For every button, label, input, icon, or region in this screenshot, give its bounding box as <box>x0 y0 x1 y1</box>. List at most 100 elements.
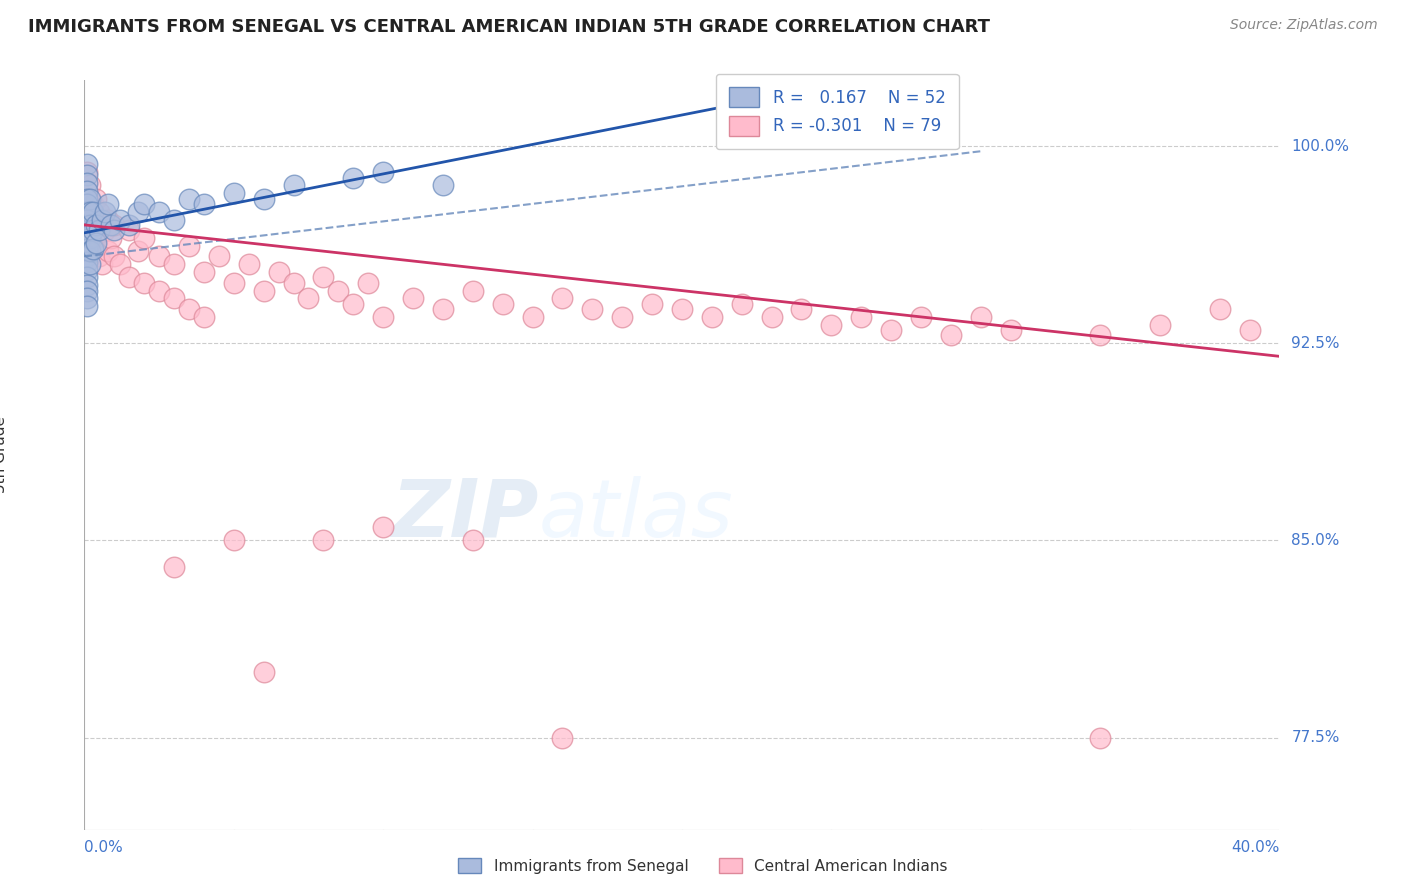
Point <box>127 204 149 219</box>
Point <box>103 218 125 232</box>
Point <box>312 533 335 548</box>
Point <box>76 165 98 179</box>
Point <box>82 223 104 237</box>
Point <box>880 323 903 337</box>
Text: 92.5%: 92.5% <box>1292 335 1340 351</box>
Point <box>148 204 170 219</box>
Point <box>700 310 723 324</box>
Point <box>97 244 120 259</box>
Text: 5th Grade: 5th Grade <box>0 417 8 493</box>
Point <box>79 244 101 259</box>
Point <box>163 559 186 574</box>
Point <box>86 192 108 206</box>
Point <box>193 265 215 279</box>
Legend: R =   0.167    N = 52, R = -0.301    N = 79: R = 0.167 N = 52, R = -0.301 N = 79 <box>716 74 959 149</box>
Point <box>76 299 98 313</box>
Point <box>177 301 200 316</box>
Point <box>76 220 98 235</box>
Point <box>110 257 132 271</box>
Point <box>103 223 125 237</box>
Point <box>132 197 156 211</box>
Point <box>110 212 132 227</box>
Point <box>82 204 104 219</box>
Point <box>97 197 120 211</box>
Point <box>76 234 98 248</box>
Point <box>76 249 98 263</box>
Point <box>76 204 98 219</box>
Point <box>373 520 395 534</box>
Point <box>132 231 156 245</box>
Point <box>461 284 484 298</box>
Point <box>86 236 108 251</box>
Point <box>79 204 101 219</box>
Point <box>127 244 149 259</box>
Point <box>492 297 515 311</box>
Point <box>267 265 290 279</box>
Point <box>97 212 120 227</box>
Point <box>177 192 200 206</box>
Point <box>91 212 114 227</box>
Point <box>91 218 114 232</box>
Point <box>148 249 170 263</box>
Point <box>208 249 231 263</box>
Point <box>76 184 98 198</box>
Point <box>76 176 98 190</box>
Point <box>76 284 98 298</box>
Point <box>148 284 170 298</box>
Point <box>79 178 101 193</box>
Point <box>89 249 111 263</box>
Point <box>970 310 993 324</box>
Point <box>100 231 122 245</box>
Point <box>253 665 276 679</box>
Point <box>402 292 425 306</box>
Text: 85.0%: 85.0% <box>1292 533 1340 548</box>
Point <box>79 231 101 245</box>
Point <box>432 178 454 193</box>
Point <box>82 197 104 211</box>
Point <box>1239 323 1261 337</box>
Point <box>76 204 98 219</box>
Point <box>76 254 98 268</box>
Point <box>118 270 141 285</box>
Point <box>297 292 319 306</box>
Point <box>163 257 186 271</box>
Point <box>253 192 276 206</box>
Point <box>432 301 454 316</box>
Text: IMMIGRANTS FROM SENEGAL VS CENTRAL AMERICAN INDIAN 5TH GRADE CORRELATION CHART: IMMIGRANTS FROM SENEGAL VS CENTRAL AMERI… <box>28 18 990 36</box>
Point <box>910 310 932 324</box>
Point <box>82 242 104 256</box>
Text: ZIP: ZIP <box>391 475 538 554</box>
Point <box>177 239 200 253</box>
Point <box>76 231 98 245</box>
Point <box>76 168 98 182</box>
Point <box>94 223 117 237</box>
Text: 0.0%: 0.0% <box>84 840 124 855</box>
Point <box>193 310 215 324</box>
Point <box>342 297 364 311</box>
Point <box>76 270 98 285</box>
Point <box>79 192 101 206</box>
Point <box>283 276 305 290</box>
Point <box>522 310 544 324</box>
Point <box>342 170 364 185</box>
Point <box>1090 328 1112 343</box>
Point <box>118 223 141 237</box>
Point <box>581 301 603 316</box>
Point <box>86 231 108 245</box>
Point <box>222 276 245 290</box>
Point <box>76 212 98 227</box>
Point <box>357 276 380 290</box>
Text: 40.0%: 40.0% <box>1232 840 1279 855</box>
Point <box>193 197 215 211</box>
Point <box>163 212 186 227</box>
Point <box>89 223 111 237</box>
Point <box>76 292 98 306</box>
Point <box>76 192 98 206</box>
Point <box>253 284 276 298</box>
Point <box>79 218 101 232</box>
Text: 77.5%: 77.5% <box>1292 730 1340 745</box>
Point <box>312 270 335 285</box>
Point <box>76 278 98 293</box>
Point <box>551 731 574 745</box>
Point <box>222 186 245 201</box>
